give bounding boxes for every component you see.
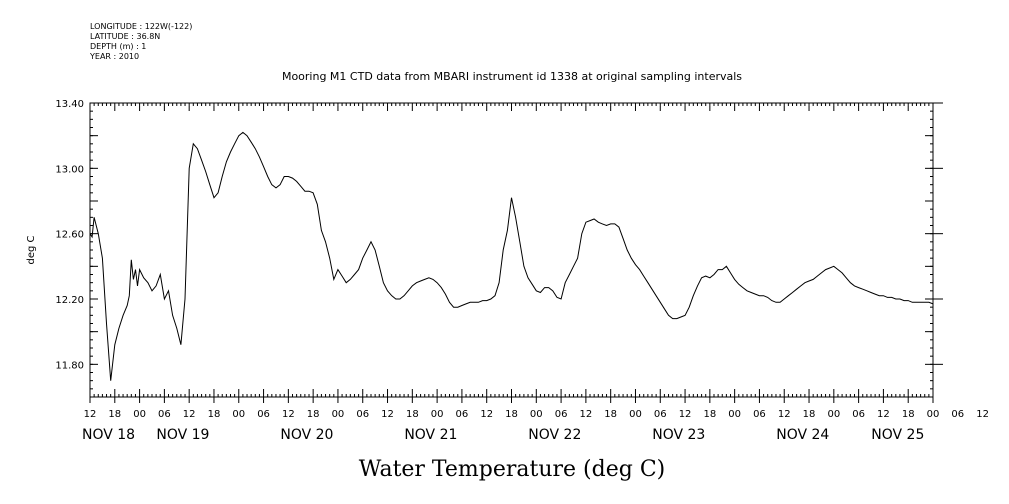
x-hour-label: 12	[877, 409, 890, 420]
y-tick-label: 13.40	[55, 99, 84, 110]
x-hour-label: 06	[456, 409, 469, 420]
depth-label: DEPTH (m) : 1	[90, 42, 147, 51]
station-metadata: LONGITUDE : 122W(-122) LATITUDE : 36.8N …	[90, 22, 192, 62]
x-hour-label: 18	[803, 409, 816, 420]
x-hour-label: 06	[257, 409, 270, 420]
x-hour-label: 12	[381, 409, 394, 420]
x-day-label: NOV 21	[404, 427, 457, 443]
x-hour-label: 00	[827, 409, 840, 420]
x-hour-label: 12	[976, 409, 989, 420]
x-hour-label: 00	[431, 409, 444, 420]
y-tick-label: 13.00	[55, 164, 84, 175]
x-hour-label: 12	[679, 409, 692, 420]
x-hour-label: 12	[282, 409, 295, 420]
year-label: YEAR : 2010	[90, 52, 140, 61]
x-hour-label: 00	[332, 409, 345, 420]
x-hour-label: 18	[505, 409, 518, 420]
x-day-label: NOV 19	[156, 427, 209, 443]
x-hour-label: 18	[703, 409, 716, 420]
y-tick-label: 11.80	[55, 360, 84, 371]
x-hour-label: 12	[580, 409, 593, 420]
y-axis: 13.40 13.00 12.60 12.20 11.80	[55, 99, 943, 398]
x-axis-label: Water Temperature (deg C)	[359, 457, 666, 482]
x-day-label: NOV 24	[776, 427, 829, 443]
y-tick-label: 12.60	[55, 230, 84, 241]
x-hour-label: 06	[158, 409, 171, 420]
x-hour-label: 12	[183, 409, 196, 420]
x-day-label: NOV 18	[82, 427, 135, 443]
latitude-label: LATITUDE : 36.8N	[90, 32, 161, 41]
temperature-series-line	[89, 131, 934, 381]
x-day-label: NOV 22	[528, 427, 581, 443]
x-hour-label: 00	[629, 409, 642, 420]
x-hour-label: 12	[480, 409, 493, 420]
x-hour-label: 18	[208, 409, 221, 420]
x-hour-label: 06	[356, 409, 369, 420]
x-hour-label: 06	[753, 409, 766, 420]
chart-title: Mooring M1 CTD data from MBARI instrumen…	[282, 70, 742, 83]
x-hour-label: 06	[951, 409, 964, 420]
x-hour-label: 00	[927, 409, 940, 420]
x-day-label: NOV 20	[280, 427, 333, 443]
x-hour-label: 18	[406, 409, 419, 420]
x-hour-label: 06	[852, 409, 865, 420]
x-hour-label: 18	[108, 409, 121, 420]
x-hour-label: 18	[902, 409, 915, 420]
x-hour-label: 06	[654, 409, 667, 420]
x-hour-label: 18	[307, 409, 320, 420]
x-hour-label: 00	[728, 409, 741, 420]
longitude-label: LONGITUDE : 122W(-122)	[90, 22, 193, 31]
x-axis: 12 18 00 06 12 18 00 06 12 18 00 06 12 18 00 06 12 18 00 06…	[82, 103, 989, 443]
x-hour-label: 00	[530, 409, 543, 420]
x-hour-label: 12	[84, 409, 97, 420]
x-hour-label: 00	[133, 409, 146, 420]
x-hour-label: 06	[555, 409, 568, 420]
x-day-label: NOV 23	[652, 427, 705, 443]
x-hour-label: 00	[232, 409, 245, 420]
y-tick-label: 12.20	[55, 295, 84, 306]
x-day-label: NOV 25	[871, 427, 924, 443]
y-axis-label: deg C	[26, 235, 37, 264]
x-hour-label: 12	[778, 409, 791, 420]
x-hour-label: 18	[604, 409, 617, 420]
plot-frame	[89, 102, 934, 398]
